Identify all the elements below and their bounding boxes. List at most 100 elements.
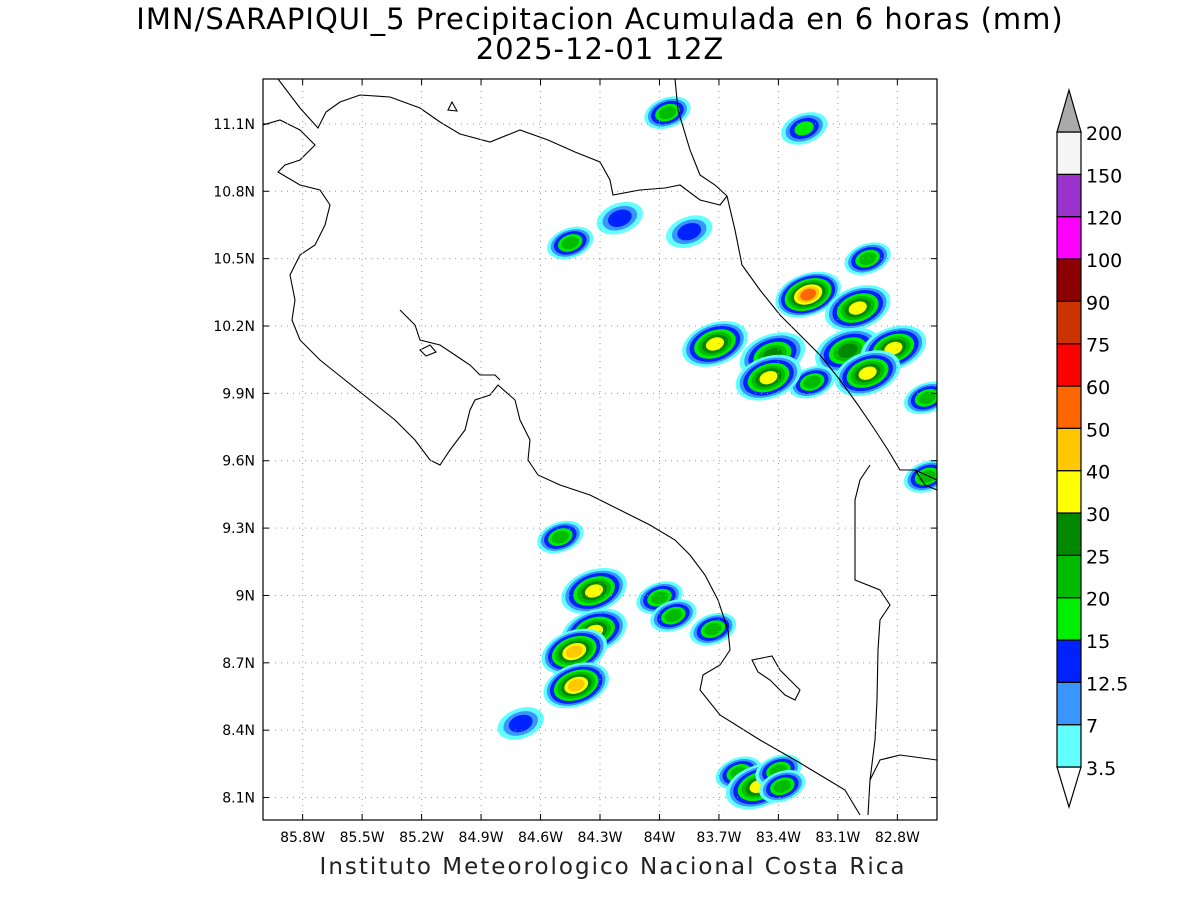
lon-tick-label: 85.2W <box>399 830 444 846</box>
precip-contour-20 <box>918 391 936 405</box>
panama-border <box>854 464 891 816</box>
precip-contour-25 <box>837 343 858 358</box>
colorbar-label: 120 <box>1086 208 1122 230</box>
precip-contour-40 <box>565 645 583 658</box>
colorbar-box <box>1056 597 1082 641</box>
lat-tick-label: 9N <box>236 588 255 604</box>
colorbar-label: 25 <box>1086 546 1110 568</box>
lon-tick-label: 83.7W <box>696 830 741 846</box>
precip-contour-30 <box>884 341 903 356</box>
precip-contour-30 <box>848 301 867 315</box>
colorbar-box <box>1056 216 1082 260</box>
colorbar-box <box>1056 173 1082 218</box>
colorbar-label: 100 <box>1086 250 1122 272</box>
colorbar-label: 200 <box>1086 123 1122 145</box>
colorbar-box <box>1056 131 1082 175</box>
colorbar-box <box>1056 385 1082 429</box>
lon-tick-label: 83.4W <box>756 830 801 846</box>
precip-cell <box>666 215 713 249</box>
colorbar-label: 150 <box>1086 165 1122 187</box>
panama-coast <box>869 754 937 781</box>
lat-tick-label: 9.9N <box>222 386 255 402</box>
precip-cell <box>834 350 901 397</box>
precip-cell <box>903 460 937 493</box>
coastline-caribbean <box>726 195 937 481</box>
map-frame <box>262 78 938 821</box>
precip-contour-20 <box>650 591 669 605</box>
precip-contour-30 <box>759 370 778 385</box>
lat-tick-label: 9.6N <box>222 454 255 470</box>
colorbar: 3.5 7 12.5 15 20 25 30 40 50 60 75 90 100 120 150 200 <box>1056 87 1128 810</box>
precip-contour-20 <box>664 609 682 623</box>
lat-tick-label: 8.1N <box>222 791 255 807</box>
precip-cell <box>537 520 584 554</box>
precip-cell <box>497 707 544 740</box>
map-date: 2025-12-01 12Z <box>475 32 725 66</box>
precip-contour-30 <box>585 584 604 598</box>
lon-tick-label: 83.1W <box>815 830 860 846</box>
colorbar-box <box>1056 343 1082 387</box>
map-title: IMN/SARAPIQUI_5 Precipitacion Acumulada … <box>136 2 1064 36</box>
lon-tick-label: 85.5W <box>340 830 385 846</box>
colorbar-label: 90 <box>1086 292 1110 314</box>
precip-cell <box>547 226 594 260</box>
precip-contour-30 <box>705 337 725 351</box>
precip-cell <box>844 242 891 275</box>
precip-contour-20 <box>561 236 579 250</box>
colorbar-box <box>1056 258 1082 302</box>
precip-cell <box>682 321 748 367</box>
bocas-coast <box>914 469 937 491</box>
colorbar-label: 60 <box>1086 377 1110 399</box>
precip-contour-50 <box>800 288 817 301</box>
colorbar-box <box>1056 470 1082 514</box>
precip-cell <box>824 285 891 331</box>
precip-cell <box>735 354 802 401</box>
coastline-north <box>277 79 728 206</box>
lat-tick-label: 10.2N <box>213 319 255 335</box>
colorbar-label: 7 <box>1086 716 1098 738</box>
precip-contour-20 <box>773 779 791 793</box>
colorbar-box <box>1056 639 1082 683</box>
lon-tick-label: 84.6W <box>518 830 563 846</box>
lon-tick-label: 84W <box>644 830 676 846</box>
colorbar-box <box>1056 300 1082 345</box>
precipitation-field <box>497 96 937 810</box>
precip-contour-30 <box>858 366 877 380</box>
coastline <box>263 79 937 816</box>
precip-contour-20 <box>658 106 677 120</box>
precip-cell <box>903 381 937 415</box>
colorbar-label: 75 <box>1086 335 1110 357</box>
footer-credit: Instituto Meteorologico Nacional Costa R… <box>319 854 907 880</box>
precip-cell <box>781 112 828 145</box>
lat-tick-label: 10.5N <box>213 252 255 268</box>
lat-tick-label: 9.3N <box>222 521 255 537</box>
precip-contour-20 <box>803 375 821 389</box>
island-chira <box>419 344 437 357</box>
precip-cell <box>689 612 737 646</box>
precip-contour-15 <box>794 121 814 136</box>
colorbar-label: 50 <box>1086 419 1110 441</box>
colorbar-box <box>1056 554 1082 599</box>
lat-lon-grid <box>263 79 937 820</box>
precip-contour-20 <box>859 252 877 265</box>
longitude-labels: 85.8W 85.5W 85.2W 84.9W 84.6W 84.3W 84W 83.7W 83… <box>280 830 920 846</box>
colorbar-label: 3.5 <box>1086 758 1116 780</box>
precip-contour-12.5 <box>677 222 702 241</box>
precip-contour-20 <box>551 530 569 544</box>
colorbar-box <box>1056 681 1082 726</box>
lon-tick-label: 84.9W <box>459 830 504 846</box>
nicoya-gulf <box>399 309 501 381</box>
precip-cell <box>644 96 691 129</box>
precip-cell <box>759 770 806 803</box>
nicaragua-border <box>674 79 728 197</box>
colorbar-label: 40 <box>1086 462 1110 484</box>
colorbar-label: 12.5 <box>1086 673 1128 695</box>
lon-tick-label: 84.3W <box>577 830 622 846</box>
latitude-labels: 11.1N 10.8N 10.5N 10.2N 9.9N 9.6N 9.3N 9N 8.7N 8.… <box>213 117 255 807</box>
precip-cell <box>650 599 697 632</box>
colorbar-label: 20 <box>1086 589 1110 611</box>
island-ometepe <box>447 100 458 112</box>
precip-contour-40 <box>567 679 585 692</box>
lon-tick-label: 85.8W <box>280 830 325 846</box>
